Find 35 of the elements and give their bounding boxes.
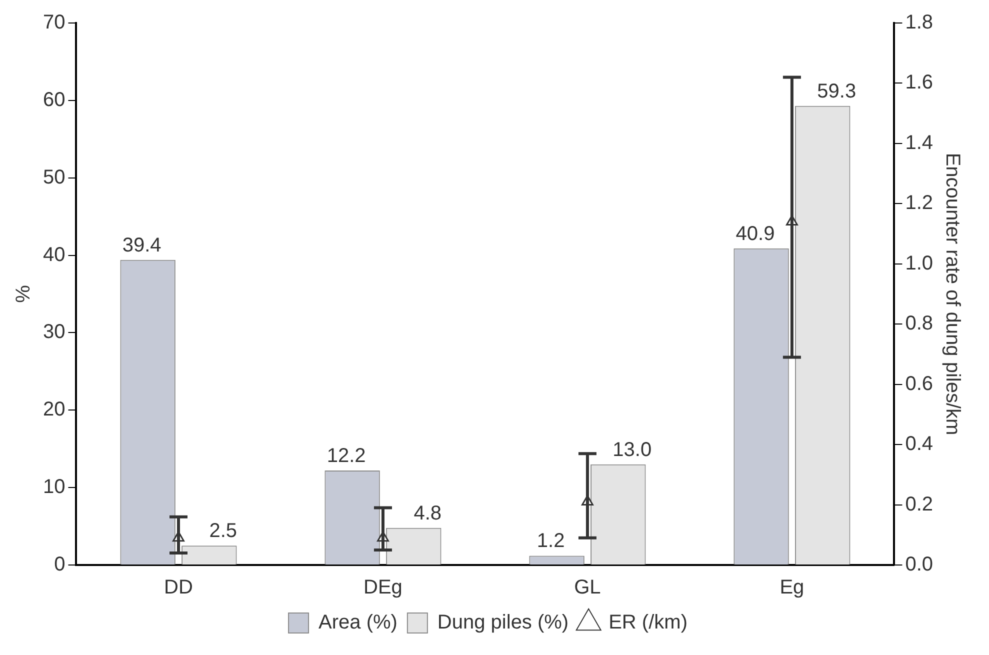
y2-axis-title: Encounter rate of dung piles/km: [941, 152, 964, 436]
data-label: 2.5: [209, 520, 238, 542]
data-label: 59.3: [817, 80, 856, 102]
x-tick-label: DEg: [364, 576, 402, 599]
data-label: 12.2: [326, 445, 366, 468]
y2-tick-label: 1.2: [905, 192, 934, 214]
y-tick-label: 10: [42, 476, 66, 498]
y-tick-label: 50: [42, 166, 66, 188]
y-tick-label: 60: [42, 88, 66, 111]
y2-tick-label: 0.0: [905, 554, 934, 576]
y2-tick-label: 1.0: [905, 252, 934, 274]
y-axis-title: %: [12, 284, 35, 303]
data-label: 13.0: [612, 438, 652, 461]
legend-label: Area (%): [318, 612, 398, 634]
y2-tick-label: 1.8: [905, 12, 934, 34]
data-label: 1.2: [536, 530, 565, 552]
x-tick-label: Eg: [780, 576, 804, 599]
data-label: 39.4: [122, 234, 162, 256]
y2-tick-label: 0.8: [905, 312, 934, 335]
y-tick-label: 20: [42, 398, 66, 421]
legend-label: ER (/km): [608, 612, 688, 634]
y2-tick-label: 1.4: [905, 132, 934, 154]
data-label: 4.8: [414, 502, 442, 524]
y-tick-label: 0: [54, 554, 66, 576]
legend-label: Dung piles (%): [437, 612, 569, 634]
y-tick-label: 70: [42, 12, 66, 34]
y-tick-label: 40: [42, 244, 66, 266]
y-tick-label: 30: [42, 321, 66, 344]
y2-tick-label: 1.6: [905, 72, 934, 94]
y2-tick-label: 0.2: [905, 493, 934, 516]
y2-tick-label: 0.6: [905, 372, 934, 395]
x-tick-label: DD: [164, 576, 193, 599]
x-tick-label: GL: [574, 576, 601, 599]
data-label: 40.9: [736, 222, 775, 245]
y2-tick-label: 0.4: [905, 433, 934, 456]
